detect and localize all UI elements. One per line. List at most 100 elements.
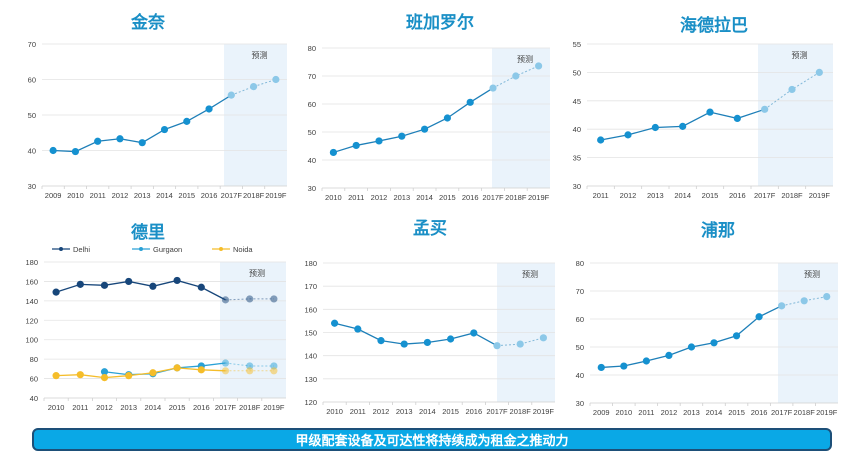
y-tick-label: 50 — [28, 111, 36, 120]
x-tick-label: 2013 — [683, 408, 700, 417]
y-tick-label: 150 — [304, 329, 317, 338]
chart-mumbai: 120 130 140 150 160 170 180 2010 2011 2012 2013 201… — [304, 219, 555, 416]
data-point — [733, 114, 741, 123]
x-tick-label: 2013 — [647, 191, 664, 200]
y-tick-label: 60 — [576, 315, 584, 324]
forecast-label: 预测 — [517, 54, 533, 64]
y-tick-label: 70 — [308, 72, 316, 81]
data-point — [197, 283, 205, 291]
forecast-shade — [492, 48, 550, 188]
y-tick-label: 50 — [573, 68, 581, 77]
forecast-label: 预测 — [522, 269, 538, 279]
x-tick-label: 2016 — [201, 191, 218, 200]
x-tick-label: 2011 — [593, 191, 609, 200]
data-point — [173, 276, 181, 285]
data-point — [221, 359, 230, 367]
x-tick-label: 2010 — [326, 407, 343, 416]
data-point — [398, 132, 406, 140]
data-point — [160, 125, 169, 134]
x-tick-label: 2014 — [419, 407, 436, 416]
data-point — [183, 117, 191, 125]
data-point — [149, 369, 157, 377]
x-tick-label: 2016 — [729, 191, 746, 200]
y-tick-label: 80 — [30, 355, 38, 364]
data-point — [489, 84, 497, 92]
data-point — [221, 367, 230, 375]
chart-title: 班加罗尔 — [406, 12, 474, 33]
data-point — [788, 85, 796, 94]
series-line-actual — [334, 322, 498, 347]
forecast-label: 预测 — [249, 268, 265, 278]
x-tick-label: 2019F — [265, 191, 287, 200]
x-tick-label: 2019F — [809, 191, 831, 200]
chart-title: 金奈 — [130, 12, 166, 33]
y-tick-label: 30 — [308, 184, 316, 193]
y-tick-label: 50 — [576, 343, 584, 352]
y-tick-label: 60 — [308, 100, 316, 109]
x-tick-label: 2010 — [325, 193, 342, 202]
forecast-shade — [778, 263, 838, 403]
data-point — [270, 367, 278, 375]
data-point — [173, 364, 181, 372]
data-point — [246, 367, 254, 375]
data-point — [400, 340, 408, 348]
data-point — [76, 280, 84, 288]
legend-label-gurgaon: Gurgaon — [153, 245, 182, 254]
y-tick-label: 70 — [28, 40, 36, 49]
y-tick-label: 40 — [308, 156, 316, 165]
x-tick-label: 2019F — [533, 407, 555, 416]
data-point — [354, 325, 362, 333]
x-tick-label: 2012 — [112, 191, 129, 200]
x-tick-label: 2009 — [593, 408, 610, 417]
data-point — [493, 342, 501, 350]
data-point — [732, 332, 741, 340]
data-point — [272, 75, 280, 84]
x-tick-label: 2011 — [72, 403, 88, 412]
data-point — [125, 372, 133, 380]
data-point — [76, 371, 84, 379]
data-point — [597, 363, 605, 372]
data-point — [778, 302, 786, 310]
data-point — [624, 131, 632, 139]
x-tick-label: 2013 — [134, 191, 151, 200]
y-tick-label: 60 — [30, 375, 38, 384]
data-point — [52, 372, 60, 380]
data-point — [100, 368, 109, 376]
chart-chennai: 30 40 50 60 70 2009 2010 2011 2012 2013 2014 2015 20… — [28, 12, 287, 200]
data-point — [443, 114, 451, 122]
x-tick-label: 2011 — [348, 193, 364, 202]
x-tick-label: 2011 — [90, 191, 106, 200]
y-tick-label: 50 — [308, 128, 316, 137]
x-tick-label: 2011 — [638, 408, 654, 417]
forecast-label: 预测 — [252, 50, 268, 60]
x-tick-label: 2014 — [674, 191, 691, 200]
data-point — [423, 338, 431, 347]
y-tick-label: 180 — [25, 258, 38, 267]
forecast-shade — [758, 44, 833, 186]
data-point — [270, 295, 278, 303]
y-tick-label: 140 — [304, 352, 317, 361]
forecast-shade — [220, 262, 286, 398]
data-point — [597, 136, 605, 144]
legend-label-noida: Noida — [233, 245, 253, 254]
data-point — [815, 68, 823, 76]
x-tick-label: 2019F — [816, 408, 838, 417]
y-tick-label: 40 — [576, 371, 584, 380]
x-tick-label: 2017F — [754, 191, 776, 200]
chart-title: 海德拉巴 — [680, 15, 748, 36]
series-line-actual — [55, 279, 226, 301]
x-tick-label: 2018F — [239, 403, 261, 412]
data-point — [331, 319, 339, 327]
x-tick-label: 2016 — [751, 408, 768, 417]
x-tick-label: 2017F — [486, 407, 508, 416]
series-line-actual — [601, 305, 782, 369]
x-tick-label: 2015 — [442, 407, 459, 416]
data-point — [516, 340, 524, 348]
x-tick-label: 2015 — [702, 191, 719, 200]
x-tick-label: 2014 — [706, 408, 723, 417]
data-point — [466, 98, 474, 106]
x-tick-label: 2017F — [771, 408, 793, 417]
x-tick-label: 2018F — [243, 191, 265, 200]
data-point — [539, 334, 548, 342]
